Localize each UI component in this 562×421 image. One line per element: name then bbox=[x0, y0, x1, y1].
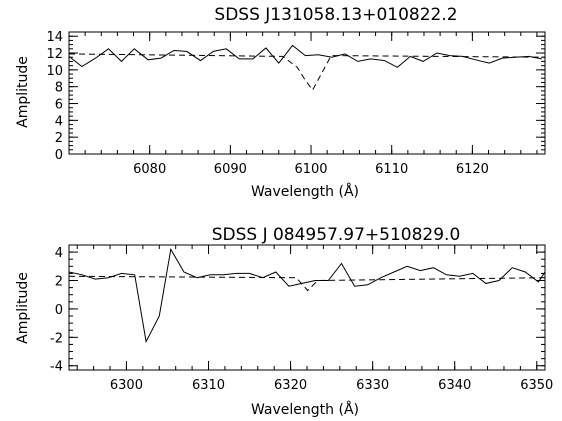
panel-top-y-axis-label: Amplitude bbox=[15, 56, 31, 128]
panel-top-y-tick-label: 0 bbox=[55, 148, 63, 163]
panel-bottom-y-tick-label: 2 bbox=[55, 275, 63, 290]
panel-top-x-tick-label: 6120 bbox=[456, 162, 489, 177]
panel-top-solid-spectrum-line bbox=[68, 44, 542, 68]
panel-top-y-tick-label: 4 bbox=[55, 114, 63, 129]
panel-top-dashed-fit-line bbox=[68, 53, 546, 92]
panel-bottom-x-tick-label: 6320 bbox=[274, 378, 307, 393]
panel-bottom-solid-spectrum-line bbox=[68, 247, 546, 344]
panel-top-x-tick-label: 6100 bbox=[294, 162, 327, 177]
panel-top-y-tick-label: 6 bbox=[55, 98, 63, 113]
panel-bottom: SDSS J 084957.97+510829.0 Amplitude Wave… bbox=[15, 225, 553, 418]
panel-bottom-y-tick-label: -4 bbox=[50, 360, 63, 375]
panel-top-frame bbox=[68, 31, 546, 155]
panel-bottom-y-tick-label: -2 bbox=[50, 331, 63, 346]
panel-top-x-axis-label: Wavelength (Å) bbox=[251, 183, 359, 200]
panel-bottom-y-tick-label: 4 bbox=[55, 246, 63, 261]
panel-top-y-tick-label: 8 bbox=[55, 81, 63, 96]
panel-bottom-x-tick-label: 6330 bbox=[356, 378, 389, 393]
panel-bottom-x-tick-label: 6340 bbox=[438, 378, 471, 393]
panel-top-x-tick-label: 6090 bbox=[214, 162, 247, 177]
panel-top-x-tick-label: 6080 bbox=[133, 162, 166, 177]
panel-top-y-tick-label: 2 bbox=[55, 131, 63, 146]
panel-top-ticks: 6080 6090 6100 6110 6120 0 2 46 8 10 12 14 bbox=[46, 30, 545, 177]
panel-bottom-title: SDSS J 084957.97+510829.0 bbox=[212, 225, 461, 245]
panel-top: SDSS J131058.13+010822.2 Amplitude Wavel… bbox=[15, 5, 546, 200]
panel-bottom-x-axis-label: Wavelength (Å) bbox=[251, 401, 359, 418]
panel-top-title: SDSS J131058.13+010822.2 bbox=[214, 5, 457, 25]
panel-bottom-ticks: 6300 6310 6320 6330 6340 6350 -4 -2 0 2 4 bbox=[50, 244, 553, 393]
panel-bottom-frame bbox=[68, 244, 546, 371]
panel-top-y-tick-label: 14 bbox=[46, 30, 63, 45]
panel-bottom-y-axis-label: Amplitude bbox=[15, 272, 31, 344]
panel-bottom-x-tick-label: 6350 bbox=[520, 378, 553, 393]
panel-top-y-tick-label: 12 bbox=[46, 47, 63, 62]
panel-top-y-tick-label: 10 bbox=[46, 64, 63, 79]
panel-bottom-plot-area bbox=[68, 247, 546, 344]
panel-bottom-x-tick-label: 6310 bbox=[192, 378, 225, 393]
panel-bottom-dashed-fit-line bbox=[68, 275, 546, 292]
panel-bottom-y-tick-label: 0 bbox=[55, 303, 63, 318]
panel-bottom-x-tick-label: 6300 bbox=[110, 378, 143, 393]
panel-top-plot-area bbox=[68, 44, 546, 92]
panel-top-x-tick-label: 6110 bbox=[375, 162, 408, 177]
